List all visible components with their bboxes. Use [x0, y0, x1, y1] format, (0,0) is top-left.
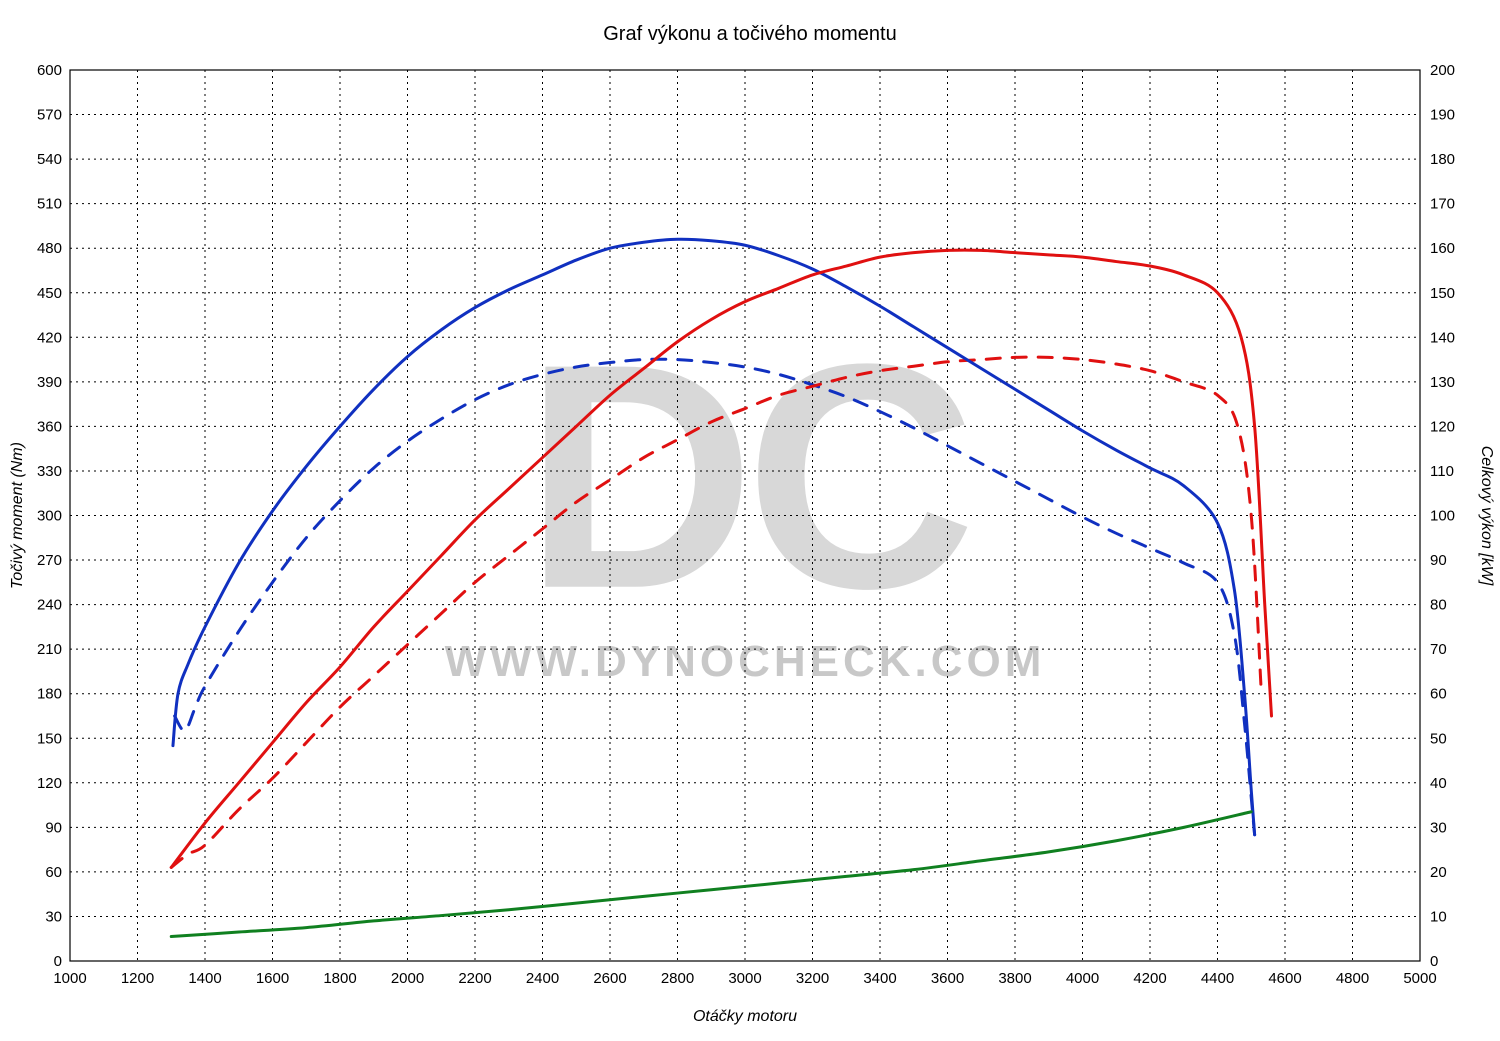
- x-tick-label: 4600: [1268, 970, 1301, 987]
- x-tick-label: 1800: [323, 970, 356, 987]
- y-right-tick-label: 110: [1430, 463, 1454, 480]
- x-tick-label: 2600: [593, 970, 626, 987]
- y-right-tick-label: 50: [1430, 730, 1447, 747]
- y-left-tick-label: 390: [37, 374, 62, 391]
- chart-svg: DCWWW.DYNOCHECK.COM100012001400160018002…: [0, 0, 1500, 1041]
- y-left-tick-label: 540: [37, 151, 62, 168]
- y-left-axis-label: Točivý moment (Nm): [9, 442, 26, 589]
- y-right-tick-label: 190: [1430, 107, 1455, 124]
- y-right-tick-label: 90: [1430, 552, 1447, 569]
- x-tick-label: 2000: [391, 970, 424, 987]
- y-right-tick-label: 80: [1430, 597, 1447, 614]
- x-tick-label: 3800: [998, 970, 1031, 987]
- x-tick-label: 3600: [931, 970, 964, 987]
- y-left-tick-label: 240: [37, 597, 62, 614]
- x-tick-label: 4000: [1066, 970, 1099, 987]
- x-tick-label: 2200: [458, 970, 491, 987]
- y-left-tick-label: 210: [37, 641, 62, 658]
- series-losses: [171, 812, 1251, 937]
- y-left-tick-label: 330: [37, 463, 62, 480]
- y-left-tick-label: 420: [37, 329, 62, 346]
- y-right-tick-label: 20: [1430, 864, 1447, 881]
- y-left-tick-label: 30: [45, 908, 62, 925]
- x-axis-label: Otáčky motoru: [693, 1008, 797, 1025]
- x-tick-label: 3000: [728, 970, 761, 987]
- x-tick-label: 4800: [1336, 970, 1369, 987]
- x-tick-label: 3400: [863, 970, 896, 987]
- y-left-tick-label: 300: [37, 508, 62, 525]
- x-tick-label: 1600: [256, 970, 289, 987]
- y-right-tick-label: 40: [1430, 775, 1447, 792]
- y-right-tick-label: 180: [1430, 151, 1455, 168]
- y-right-tick-label: 60: [1430, 686, 1447, 703]
- y-right-axis-label: Celkový výkon [kW]: [1478, 446, 1495, 586]
- x-tick-label: 3200: [796, 970, 829, 987]
- y-right-tick-label: 140: [1430, 329, 1455, 346]
- y-left-tick-label: 0: [54, 953, 62, 970]
- y-left-tick-label: 120: [37, 775, 62, 792]
- y-right-tick-label: 170: [1430, 196, 1455, 213]
- x-tick-label: 1000: [53, 970, 86, 987]
- x-tick-label: 4200: [1133, 970, 1166, 987]
- y-right-tick-label: 70: [1430, 641, 1447, 658]
- y-right-tick-label: 200: [1430, 62, 1455, 79]
- y-left-tick-label: 90: [45, 819, 62, 836]
- y-left-tick-label: 600: [37, 62, 62, 79]
- x-tick-label: 2800: [661, 970, 694, 987]
- y-right-tick-label: 150: [1430, 285, 1455, 302]
- watermark-dc: DC: [524, 297, 970, 655]
- y-left-tick-label: 480: [37, 240, 62, 257]
- y-left-tick-label: 360: [37, 418, 62, 435]
- y-right-tick-label: 30: [1430, 819, 1447, 836]
- x-tick-label: 1400: [188, 970, 221, 987]
- x-tick-label: 1200: [121, 970, 154, 987]
- y-left-tick-label: 180: [37, 686, 62, 703]
- y-right-tick-label: 0: [1430, 953, 1438, 970]
- y-left-tick-label: 150: [37, 730, 62, 747]
- y-left-tick-label: 270: [37, 552, 62, 569]
- dyno-chart: DCWWW.DYNOCHECK.COM100012001400160018002…: [0, 0, 1500, 1041]
- chart-title: Graf výkonu a točivého momentu: [603, 23, 896, 45]
- x-tick-label: 4400: [1201, 970, 1234, 987]
- y-left-tick-label: 450: [37, 285, 62, 302]
- y-left-tick-label: 510: [37, 196, 62, 213]
- watermark-url: WWW.DYNOCHECK.COM: [445, 637, 1046, 686]
- y-right-tick-label: 120: [1430, 418, 1455, 435]
- y-left-tick-label: 60: [45, 864, 62, 881]
- y-right-tick-label: 130: [1430, 374, 1455, 391]
- x-tick-label: 5000: [1403, 970, 1436, 987]
- y-right-tick-label: 10: [1430, 908, 1447, 925]
- y-right-tick-label: 100: [1430, 508, 1455, 525]
- x-tick-label: 2400: [526, 970, 559, 987]
- y-right-tick-label: 160: [1430, 240, 1455, 257]
- y-left-tick-label: 570: [37, 107, 62, 124]
